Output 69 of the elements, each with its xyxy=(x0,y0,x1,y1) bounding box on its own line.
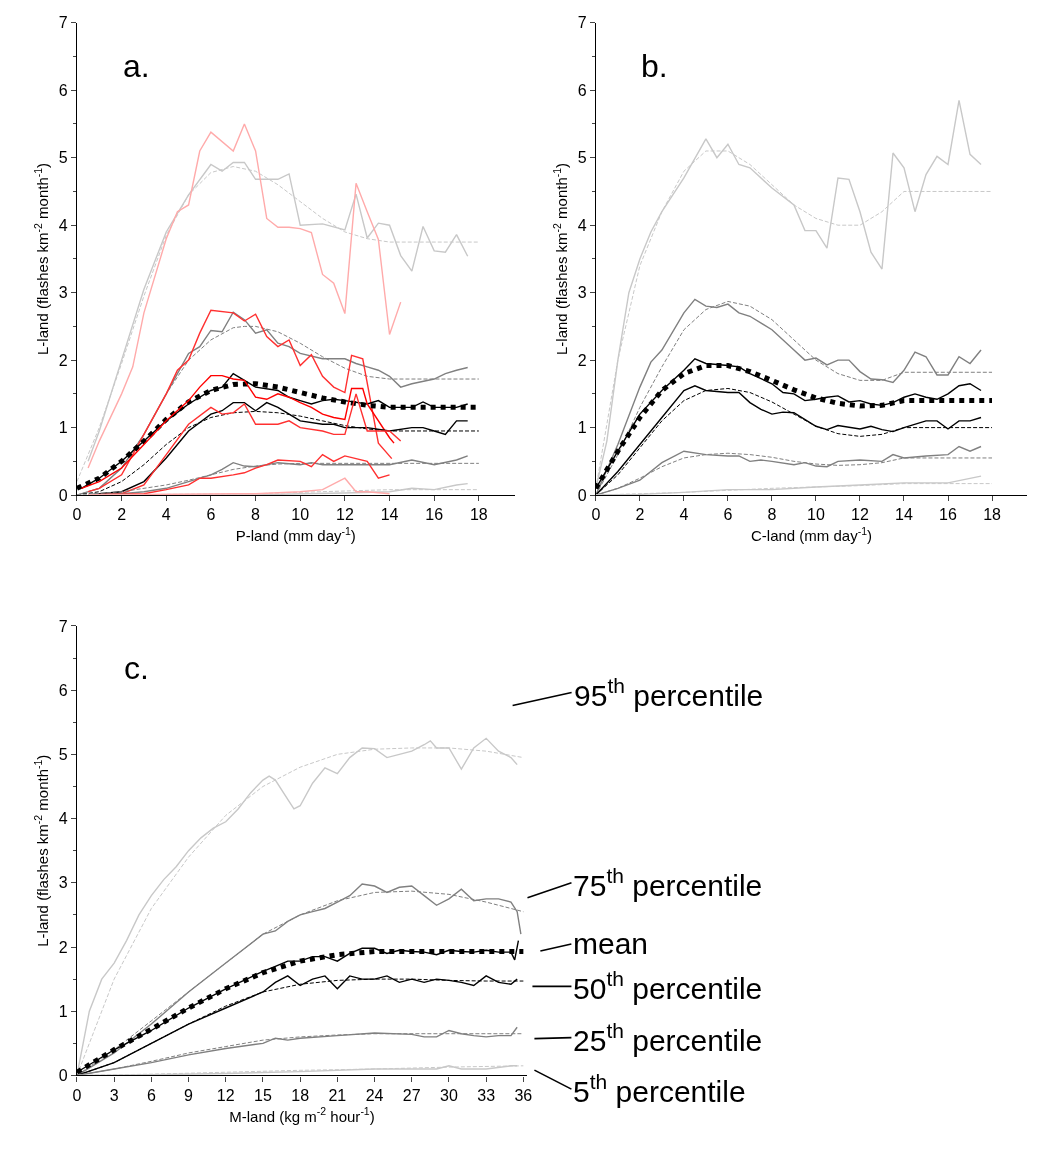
text: c. xyxy=(124,650,149,686)
x-axis-title: M-land (kg m$^{-2}$ hour$^{-1}$) xyxy=(229,1105,375,1125)
x-tick-label: 14 xyxy=(380,506,399,524)
y-tick-label: 3 xyxy=(58,284,68,302)
y-tick-label: 5 xyxy=(577,149,587,167)
x-tick-label: 8 xyxy=(767,506,777,524)
x-tick-label: 14 xyxy=(895,506,913,524)
x-tick-label: 2 xyxy=(117,506,127,524)
x-tick-label: 2 xyxy=(635,506,645,524)
x-tick-label: 0 xyxy=(72,506,82,524)
x-tick-label: 24 xyxy=(365,1086,384,1104)
y-tick-label: 1 xyxy=(577,419,587,437)
y-tick-label: 3 xyxy=(58,874,68,892)
x-tick-label: 16 xyxy=(939,506,958,524)
text: b. xyxy=(641,48,668,84)
y-tick-label: 2 xyxy=(58,351,68,369)
x-axis-title: C-land (mm day$^{-1}$) xyxy=(751,525,873,545)
x-tick-label: 21 xyxy=(328,1086,347,1104)
x-tick-label: 27 xyxy=(402,1086,421,1104)
y-tick-label: 5 xyxy=(58,745,68,763)
y-tick-label: 7 xyxy=(58,14,68,32)
x-tick-label: 4 xyxy=(161,506,171,524)
y-tick-label: 1 xyxy=(58,1002,68,1020)
x-tick-label: 10 xyxy=(807,506,825,524)
y-tick-label: 2 xyxy=(577,351,587,369)
y-tick-label: 0 xyxy=(577,486,587,504)
x-tick-label: 12 xyxy=(216,1086,235,1104)
x-tick-label: 6 xyxy=(723,506,733,524)
text: 5$^{th}$ percentile xyxy=(573,1070,746,1108)
x-tick-label: 18 xyxy=(469,506,488,524)
x-tick-label: 18 xyxy=(291,1086,310,1104)
text: mean xyxy=(573,927,649,960)
y-tick-label: 4 xyxy=(58,810,68,828)
y-tick-label: 5 xyxy=(58,149,68,167)
text: a. xyxy=(123,48,150,84)
text: 25$^{th}$ percentile xyxy=(573,1019,763,1057)
y-tick-label: 6 xyxy=(58,81,68,99)
x-tick-label: 9 xyxy=(184,1086,194,1104)
y-tick-label: 3 xyxy=(577,284,587,302)
x-tick-label: 33 xyxy=(477,1086,496,1104)
x-tick-label: 0 xyxy=(591,506,601,524)
y-tick-label: 7 xyxy=(58,617,68,635)
y-tick-label: 4 xyxy=(577,216,587,234)
x-tick-label: 36 xyxy=(514,1086,533,1104)
x-tick-label: 12 xyxy=(851,506,869,524)
text: 50$^{th}$ percentile xyxy=(573,967,763,1005)
text: 75$^{th}$ percentile xyxy=(573,864,763,902)
x-axis-title: P-land (mm day$^{-1}$) xyxy=(235,525,356,545)
x-tick-label: 0 xyxy=(72,1086,82,1104)
x-tick-label: 15 xyxy=(254,1086,272,1104)
y-tick-label: 0 xyxy=(58,486,68,504)
x-tick-label: 6 xyxy=(146,1086,156,1104)
x-tick-label: 30 xyxy=(440,1086,458,1104)
y-tick-label: 1 xyxy=(58,419,68,437)
y-tick-label: 2 xyxy=(58,938,68,956)
x-tick-label: 18 xyxy=(983,506,1002,524)
y-tick-label: 4 xyxy=(58,216,68,234)
x-tick-label: 3 xyxy=(109,1086,119,1104)
x-tick-label: 12 xyxy=(335,506,354,524)
x-tick-label: 10 xyxy=(291,506,310,524)
y-tick-label: 6 xyxy=(577,81,587,99)
y-tick-label: 6 xyxy=(58,681,68,699)
x-tick-label: 8 xyxy=(251,506,261,524)
x-tick-label: 16 xyxy=(425,506,444,524)
text: 95$^{th}$ percentile xyxy=(574,674,764,712)
y-tick-label: 0 xyxy=(58,1067,68,1085)
x-tick-label: 6 xyxy=(206,506,216,524)
x-tick-label: 4 xyxy=(679,506,689,524)
y-tick-label: 7 xyxy=(577,14,587,32)
